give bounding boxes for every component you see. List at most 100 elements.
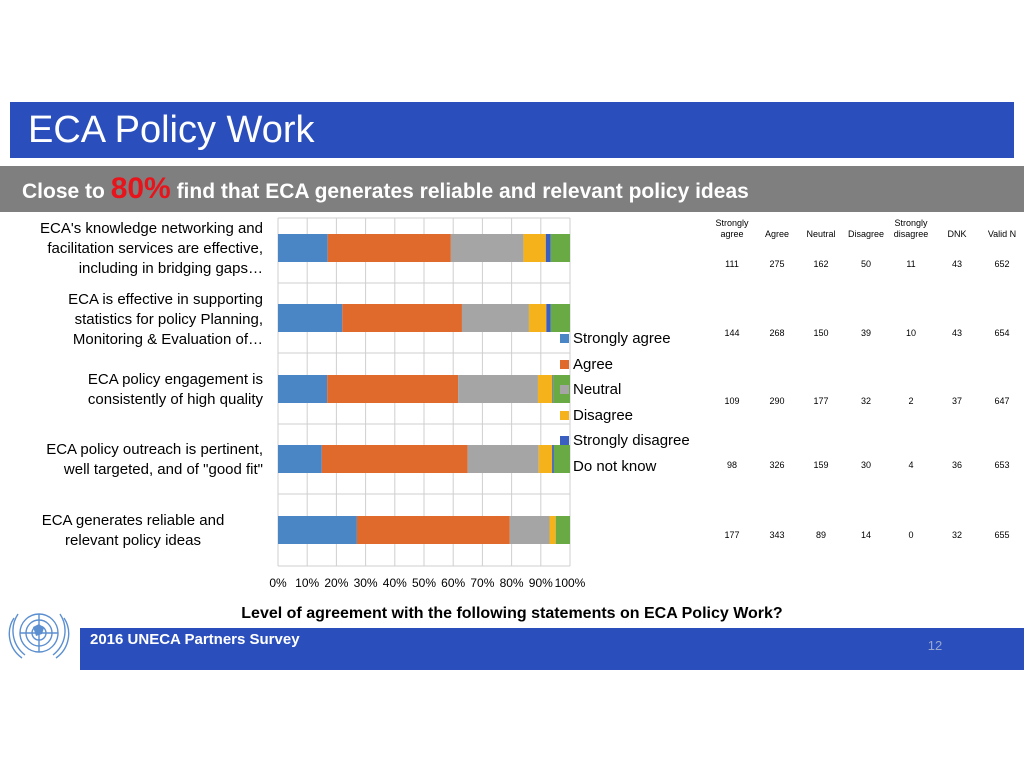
subtitle-suffix: find that ECA generates reliable and rel… xyxy=(170,180,749,203)
bar-segment xyxy=(321,445,468,473)
legend-item: Agree xyxy=(560,355,613,375)
category-label: ECA policy outreach is pertinent, well ta… xyxy=(3,440,263,480)
category-label-line: relevant policy ideas xyxy=(65,532,201,549)
table-cell: 343 xyxy=(769,530,785,540)
bar-segment xyxy=(528,304,547,332)
bar-segment xyxy=(552,445,554,473)
category-label: ECA generates reliable and relevant polic… xyxy=(3,511,263,551)
survey-question: Level of agreement with the following st… xyxy=(241,605,783,622)
slide-title: ECA Policy Work xyxy=(28,109,315,151)
legend-swatch xyxy=(560,334,569,343)
table-cell: 162 xyxy=(813,259,829,269)
subtitle-prefix: Close to xyxy=(22,180,111,203)
subtitle-bar: Close to 80% find that ECA generates rel… xyxy=(0,166,1024,212)
table-header-line xyxy=(754,218,800,229)
table-cell: 177 xyxy=(813,396,829,406)
table-header-line: DNK xyxy=(947,229,967,239)
footer-bar: 2016 UNECA Partners Survey 12 xyxy=(80,628,1024,670)
legend-label: Strongly disagree xyxy=(573,432,690,449)
category-label-line: well targeted, and of "good fit" xyxy=(63,461,263,478)
page-number: 12 xyxy=(927,638,943,653)
bar-segment xyxy=(523,234,546,262)
slide-subtitle: Close to 80% find that ECA generates rel… xyxy=(22,170,749,211)
title-bar: ECA Policy Work xyxy=(10,102,1014,158)
table-cell: 30 xyxy=(860,460,871,470)
table-header-line xyxy=(979,218,1024,229)
table-cell: 652 xyxy=(994,259,1010,269)
category-label-line: including in bridging gaps… xyxy=(78,260,263,277)
category-label-line: ECA policy outreach is pertinent, xyxy=(46,441,263,458)
bar-segment xyxy=(458,375,538,403)
table-cell: 11 xyxy=(906,259,916,269)
table-cell: 2 xyxy=(908,396,914,406)
bar-segment xyxy=(545,234,551,262)
table-header-line: Neutral xyxy=(806,229,836,239)
bar-segment xyxy=(278,445,322,473)
table-header: Strongly disagree xyxy=(888,218,934,240)
table-header-line: disagree xyxy=(893,229,929,239)
table-cell: 43 xyxy=(951,328,962,338)
bar-segment xyxy=(538,445,553,473)
table-cell: 109 xyxy=(724,396,740,406)
legend-label: Agree xyxy=(573,355,614,373)
bar-segment xyxy=(342,304,462,332)
table-cell: 653 xyxy=(994,460,1010,470)
legend-swatch xyxy=(560,461,569,471)
x-tick-label: 70% xyxy=(470,576,494,590)
table-cell: 32 xyxy=(860,396,871,406)
category-label-line: ECA policy engagement is xyxy=(87,371,263,388)
bar-segment xyxy=(537,375,553,403)
x-tick-label: 100% xyxy=(555,576,586,590)
x-tick-label: 60% xyxy=(441,576,465,590)
bar-segment xyxy=(546,304,551,332)
legend-item: Disagree xyxy=(560,406,633,426)
x-tick-label: 80% xyxy=(500,576,524,590)
legend-label: Disagree xyxy=(573,406,634,424)
table-cell: 159 xyxy=(813,460,829,470)
legend-label: Strongly agree xyxy=(573,330,671,347)
table-cell: 98 xyxy=(726,460,737,470)
category-label-line: ECA generates reliable and xyxy=(41,512,225,529)
bar-segment xyxy=(278,304,343,332)
table-cell: 50 xyxy=(860,259,871,269)
category-label-line: statistics for policy Planning, xyxy=(74,311,263,328)
bar-segment xyxy=(550,304,570,332)
bar-segment xyxy=(550,234,570,262)
x-tick-label: 10% xyxy=(295,576,319,590)
table-cell: 0 xyxy=(908,530,914,540)
legend-item: Strongly disagree xyxy=(560,431,690,451)
table-header: Neutral xyxy=(798,218,844,240)
x-tick-label: 30% xyxy=(354,576,378,590)
table-cell: 144 xyxy=(724,328,740,338)
legend-swatch xyxy=(560,359,569,369)
category-label-line: facilitation services are effective, xyxy=(47,240,263,257)
legend-item: Neutral xyxy=(560,380,621,400)
bar-segment xyxy=(327,375,459,403)
bar-segment xyxy=(467,445,539,473)
bar-segment xyxy=(327,234,451,262)
bar-segment xyxy=(555,516,570,544)
x-tick-label: 0% xyxy=(269,576,287,590)
bar-segment xyxy=(461,304,529,332)
bar-segment xyxy=(278,234,328,262)
category-label-line: Monitoring & Evaluation of… xyxy=(72,331,263,348)
legend-label: Neutral xyxy=(573,381,622,398)
table-header-line xyxy=(843,218,889,229)
legend-swatch xyxy=(560,385,569,394)
x-tick-label: 20% xyxy=(324,576,348,590)
table-cell: 275 xyxy=(769,259,785,269)
table-header-line xyxy=(934,218,980,229)
table-cell: 647 xyxy=(994,396,1010,406)
legend-item: Strongly agree xyxy=(560,329,671,349)
un-emblem-icon xyxy=(8,613,70,659)
table-header-line: Strongly xyxy=(715,218,749,228)
x-tick-label: 90% xyxy=(529,576,553,590)
subtitle-highlight: 80% xyxy=(110,172,171,205)
table-header: Strongly agree xyxy=(709,218,755,240)
legend-label: Do not know xyxy=(573,457,657,475)
table-cell: 268 xyxy=(769,328,785,338)
table-header-line: Agree xyxy=(764,229,790,239)
table-cell: 37 xyxy=(951,396,962,406)
bar-segment xyxy=(549,516,556,544)
table-header: Agree xyxy=(754,218,800,240)
